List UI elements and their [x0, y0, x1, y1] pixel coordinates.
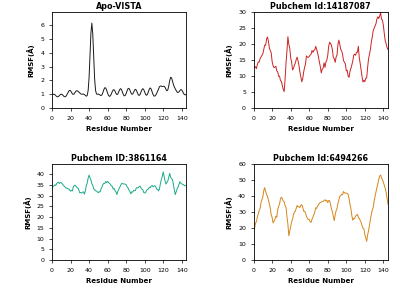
Y-axis label: RMSF(Å): RMSF(Å): [23, 195, 31, 229]
Y-axis label: RMSF(Å): RMSF(Å): [224, 43, 232, 77]
X-axis label: Residue Number: Residue Number: [288, 278, 354, 284]
Title: Apo-VISTA: Apo-VISTA: [96, 2, 142, 11]
Title: Pubchem Id:14187087: Pubchem Id:14187087: [270, 2, 371, 11]
X-axis label: Residue Number: Residue Number: [86, 278, 152, 284]
Title: Pubchem Id:6494266: Pubchem Id:6494266: [273, 154, 368, 163]
Y-axis label: RMSF(Å): RMSF(Å): [27, 43, 35, 77]
Y-axis label: RMSF(Å): RMSF(Å): [224, 195, 232, 229]
X-axis label: Residue Number: Residue Number: [86, 126, 152, 132]
X-axis label: Residue Number: Residue Number: [288, 126, 354, 132]
Title: Pubchem ID:3861164: Pubchem ID:3861164: [71, 154, 167, 163]
